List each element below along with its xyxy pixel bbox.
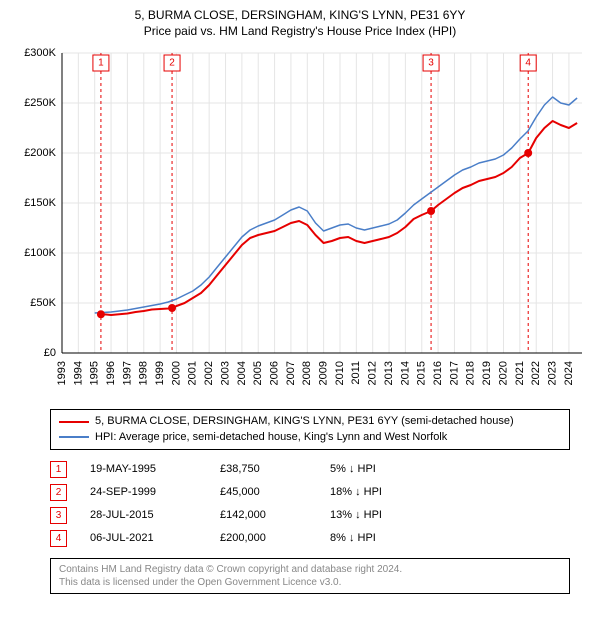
chart-title-line2: Price paid vs. HM Land Registry's House …	[10, 24, 590, 40]
footnote-line1: Contains HM Land Registry data © Crown c…	[59, 563, 561, 576]
svg-text:1996: 1996	[105, 361, 117, 385]
svg-text:2013: 2013	[383, 361, 395, 385]
svg-text:2003: 2003	[219, 361, 231, 385]
svg-text:1995: 1995	[89, 361, 101, 385]
line-chart-svg: £0 £50K £100K £150K £200K £250K £300K 1993 1994 1…	[10, 45, 590, 405]
legend-item: HPI: Average price, semi-detached house,…	[59, 430, 561, 445]
svg-text:£100K: £100K	[24, 247, 56, 259]
svg-text:2010: 2010	[334, 361, 346, 385]
legend-label: HPI: Average price, semi-detached house,…	[95, 430, 447, 445]
table-row: 3 28-JUL-2015£142,00013% ↓ HPI	[50, 504, 570, 527]
tx-price: £142,000	[220, 509, 330, 521]
svg-text:£200K: £200K	[24, 147, 56, 159]
svg-text:2: 2	[169, 58, 175, 69]
svg-text:£300K: £300K	[24, 47, 56, 59]
svg-text:£50K: £50K	[30, 297, 56, 309]
tx-price: £38,750	[220, 463, 330, 475]
svg-text:2017: 2017	[448, 361, 460, 385]
svg-text:1998: 1998	[138, 361, 150, 385]
svg-text:2001: 2001	[187, 361, 199, 385]
svg-text:2019: 2019	[481, 361, 493, 385]
svg-text:£150K: £150K	[24, 197, 56, 209]
marker-badge: 2	[50, 484, 67, 501]
tx-date: 06-JUL-2021	[90, 532, 220, 544]
svg-text:2018: 2018	[465, 361, 477, 385]
svg-text:2000: 2000	[170, 361, 182, 385]
legend-item: 5, BURMA CLOSE, DERSINGHAM, KING'S LYNN,…	[59, 414, 561, 429]
svg-text:2005: 2005	[252, 361, 264, 385]
table-row: 1 19-MAY-1995£38,7505% ↓ HPI	[50, 458, 570, 481]
svg-text:4: 4	[525, 58, 531, 69]
svg-text:1994: 1994	[72, 361, 84, 385]
svg-text:1997: 1997	[121, 361, 133, 385]
marker-badge: 4	[50, 530, 67, 547]
svg-text:2007: 2007	[285, 361, 297, 385]
table-row: 2 24-SEP-1999£45,00018% ↓ HPI	[50, 481, 570, 504]
svg-text:3: 3	[428, 58, 434, 69]
footnote: Contains HM Land Registry data © Crown c…	[50, 558, 570, 594]
legend-label: 5, BURMA CLOSE, DERSINGHAM, KING'S LYNN,…	[95, 414, 514, 429]
marker-badge: 3	[50, 507, 67, 524]
svg-text:2012: 2012	[367, 361, 379, 385]
svg-text:2021: 2021	[514, 361, 526, 385]
svg-text:2002: 2002	[203, 361, 215, 385]
chart-container: 5, BURMA CLOSE, DERSINGHAM, KING'S LYNN,…	[0, 0, 600, 604]
svg-text:2022: 2022	[530, 361, 542, 385]
transactions-table: 119-MAY-1995£38,7505% ↓ HPI224-SEP-1999£…	[50, 458, 570, 550]
tx-diff: 13% ↓ HPI	[330, 509, 450, 521]
footnote-line2: This data is licensed under the Open Gov…	[59, 576, 561, 589]
svg-text:1993: 1993	[56, 361, 68, 385]
marker-badge: 1	[50, 461, 67, 478]
tx-date: 24-SEP-1999	[90, 486, 220, 498]
svg-text:2009: 2009	[318, 361, 330, 385]
svg-text:2011: 2011	[350, 361, 362, 385]
legend-swatch	[59, 436, 89, 438]
svg-text:2008: 2008	[301, 361, 313, 385]
legend: 5, BURMA CLOSE, DERSINGHAM, KING'S LYNN,…	[50, 409, 570, 450]
tx-price: £200,000	[220, 532, 330, 544]
svg-text:1999: 1999	[154, 361, 166, 385]
tx-diff: 18% ↓ HPI	[330, 486, 450, 498]
tx-date: 19-MAY-1995	[90, 463, 220, 475]
svg-text:2015: 2015	[416, 361, 428, 385]
svg-text:1: 1	[98, 58, 104, 69]
svg-text:2006: 2006	[268, 361, 280, 385]
tx-diff: 8% ↓ HPI	[330, 532, 450, 544]
chart-title-line1: 5, BURMA CLOSE, DERSINGHAM, KING'S LYNN,…	[10, 8, 590, 24]
tx-price: £45,000	[220, 486, 330, 498]
svg-text:2014: 2014	[399, 361, 411, 385]
svg-text:2024: 2024	[563, 361, 575, 385]
svg-text:2020: 2020	[497, 361, 509, 385]
chart-plot-area: £0 £50K £100K £150K £200K £250K £300K 1993 1994 1…	[10, 45, 590, 405]
svg-text:2004: 2004	[236, 361, 248, 385]
svg-text:£0: £0	[44, 347, 56, 359]
tx-diff: 5% ↓ HPI	[330, 463, 450, 475]
svg-text:2023: 2023	[546, 361, 558, 385]
table-row: 4 06-JUL-2021£200,0008% ↓ HPI	[50, 527, 570, 550]
legend-swatch	[59, 421, 89, 423]
svg-text:£250K: £250K	[24, 97, 56, 109]
svg-text:2016: 2016	[432, 361, 444, 385]
tx-date: 28-JUL-2015	[90, 509, 220, 521]
